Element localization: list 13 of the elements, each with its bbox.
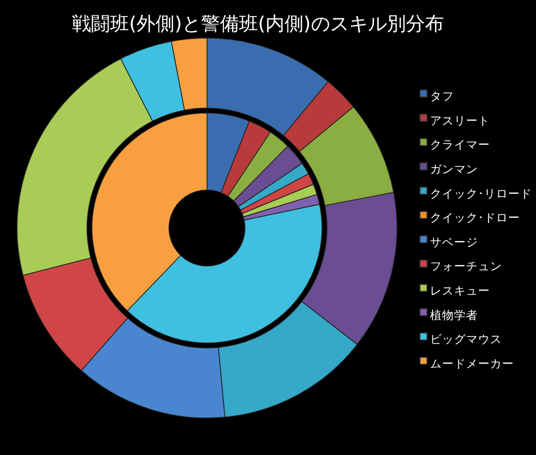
legend-label: クイック･リロード	[430, 186, 532, 200]
chart-title: 戦闘班(外側)と警備班(内側)のスキル別分布	[72, 13, 444, 35]
legend-label: タフ	[430, 89, 454, 104]
legend-label: 植物学者	[430, 308, 478, 322]
legend-label: クライマー	[430, 138, 490, 152]
legend-label: フォーチュン	[430, 259, 502, 274]
legend-label: クイック･ドロー	[430, 210, 520, 225]
legend-label: ムードメーカー	[430, 356, 514, 370]
legend-label: サベージ	[430, 234, 478, 249]
legend-label: アスリート	[430, 113, 490, 128]
legend-label: ビッグマウス	[430, 332, 502, 346]
legend-label: ガンマン	[430, 162, 478, 176]
legend-label: レスキュー	[430, 284, 490, 298]
